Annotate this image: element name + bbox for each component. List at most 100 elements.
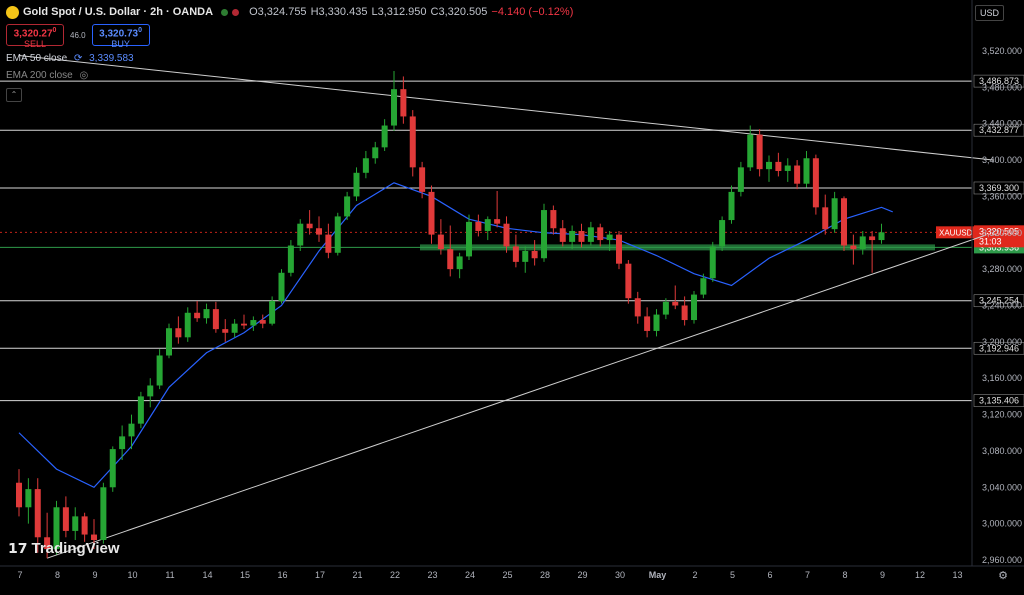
- price-tick-label: 3,480.000: [982, 82, 1022, 92]
- level-label: 3,432.877: [979, 125, 1019, 135]
- ema200-legend[interactable]: EMA 200 close ◎: [6, 70, 88, 81]
- candle-body: [512, 246, 519, 262]
- candle-body: [550, 210, 557, 229]
- candle-body: [409, 116, 416, 168]
- ema50-legend[interactable]: EMA 50 close ⟳ 3,339.583: [6, 53, 134, 64]
- price-axis: 3,520.000 3,480.000 3,440.000 3,400.000 3,36…: [971, 0, 1022, 566]
- candle-body: [400, 89, 407, 117]
- candle-body: [878, 232, 885, 241]
- time-tick-label: 7: [17, 570, 22, 580]
- price-tick-label: 3,520.000: [982, 46, 1022, 56]
- level-label-box: [973, 181, 1024, 195]
- market-status-icon: [221, 8, 229, 16]
- time-tick-label: 10: [127, 570, 137, 580]
- candle-body: [625, 263, 632, 299]
- buy-button[interactable]: 3,320.730 BUY: [91, 24, 150, 49]
- candle-body: [72, 516, 79, 531]
- time-tick-label: 9: [880, 570, 885, 580]
- candle-body: [419, 167, 426, 192]
- candle-body: [812, 158, 819, 208]
- sell-price: 3,320.27: [13, 28, 53, 40]
- ema50-path: [18, 182, 893, 489]
- level-label: 3,369.300: [979, 183, 1019, 193]
- time-tick-label: 5: [730, 570, 735, 580]
- candle-body: [175, 328, 182, 338]
- candle-body: [278, 272, 285, 301]
- price-tick-label: 3,000.000: [982, 519, 1022, 529]
- symbol-tag: XAUUSD: [939, 228, 973, 237]
- candle-body: [287, 245, 294, 273]
- candle-body: [756, 134, 763, 170]
- candle-body: [616, 234, 622, 264]
- symbol-title[interactable]: Gold Spot / U.S. Dollar · 2h · OANDA: [23, 6, 214, 18]
- candle-body: [587, 227, 594, 242]
- candle-body: [428, 191, 435, 235]
- candle-body: [44, 537, 51, 550]
- level-label-box: [973, 74, 1024, 88]
- candle-body: [662, 301, 669, 315]
- ohlc-change: −4.140 (−0.12%): [491, 6, 574, 18]
- collapse-legend-icon[interactable]: ⌃: [6, 88, 22, 102]
- candlesticks: [16, 70, 885, 559]
- level-label-box: [973, 123, 1024, 137]
- watermark-text: TradingView: [31, 540, 120, 557]
- time-tick-label: 7: [805, 570, 810, 580]
- candle-body: [109, 449, 116, 488]
- price-tick-label: 3,160.000: [982, 373, 1022, 383]
- price-tick-label: 3,040.000: [982, 482, 1022, 492]
- candle-body: [147, 385, 154, 397]
- candle-body: [16, 482, 22, 508]
- hidden-eye-icon[interactable]: ◎: [79, 70, 89, 81]
- candle-body: [494, 219, 501, 224]
- candle-body: [784, 165, 791, 171]
- level-label: 3,486.873: [979, 76, 1019, 86]
- time-tick-label: 2: [692, 570, 697, 580]
- time-tick-label: 21: [352, 570, 362, 580]
- time-tick-label: 23: [427, 570, 437, 580]
- candle-body: [231, 323, 238, 333]
- candle-body: [522, 250, 529, 262]
- support-label: 3,303.936: [979, 242, 1019, 252]
- price-tick-label: 2,960.000: [982, 555, 1022, 565]
- time-tick-label: 11: [165, 570, 174, 580]
- candle-body: [81, 516, 88, 535]
- candle-body: [709, 246, 716, 279]
- price-tick-label: 3,080.000: [982, 446, 1022, 456]
- candle-body: [334, 216, 341, 253]
- candle-body: [794, 165, 801, 184]
- candle-body: [691, 294, 697, 321]
- price-tick-label: 3,280.000: [982, 264, 1022, 274]
- level-label: 3,135.406: [979, 396, 1019, 406]
- candle-body: [775, 161, 782, 171]
- candle-body: [316, 228, 322, 235]
- time-tick-label: 12: [915, 570, 925, 580]
- candle-body: [259, 320, 266, 324]
- level-label: 3,192.946: [979, 343, 1019, 353]
- candle-body: [437, 234, 444, 250]
- symbol-tag-box: [936, 226, 974, 239]
- time-tick-label: 22: [390, 570, 400, 580]
- trade-panel: 3,320.270 SELL 46.0 3,320.730 BUY: [6, 24, 150, 50]
- candle-body: [381, 125, 388, 148]
- candle-body: [559, 228, 566, 242]
- time-tick-label: May: [649, 570, 667, 580]
- gold-logo-icon: [6, 5, 19, 19]
- candle-body: [700, 278, 707, 295]
- time-tick-label: 8: [55, 570, 60, 580]
- sell-label: SELL: [23, 39, 47, 50]
- currency-selector[interactable]: USD: [974, 5, 1004, 21]
- time-tick-label: 28: [540, 570, 550, 580]
- tradingview-watermark: 𝟭𝟳 TradingView: [8, 540, 120, 557]
- settings-gear-icon[interactable]: ⚙: [998, 570, 1008, 582]
- level-label: 3,245.254: [979, 296, 1019, 306]
- candle-body: [578, 230, 585, 242]
- candle-body: [859, 236, 866, 250]
- candle-body: [362, 158, 369, 173]
- trendline-descending-resistance: [18, 55, 995, 161]
- buy-price: 3,320.73: [99, 28, 139, 40]
- sell-button[interactable]: 3,320.270 SELL: [6, 24, 64, 50]
- time-tick-label: 24: [465, 570, 475, 580]
- candle-body: [456, 256, 463, 270]
- candle-body: [91, 534, 97, 541]
